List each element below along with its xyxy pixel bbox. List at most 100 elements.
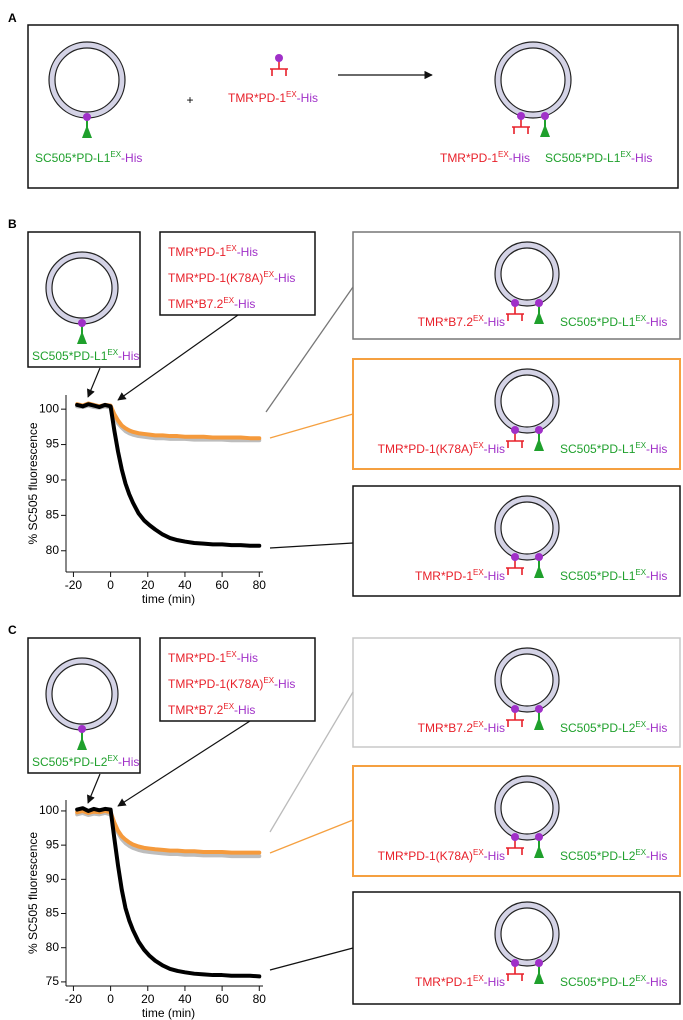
his-tag [517,112,525,120]
label-superscript: EX [473,314,484,323]
label-main: TMR*PD-1 [228,91,286,105]
label-superscript: EX [107,348,118,357]
ligand-shape [506,963,524,981]
label-tail: -His [631,151,652,165]
label-tail: -His [646,442,667,456]
panel-letter: A [8,11,17,25]
vesicle-lumen [500,907,554,961]
label-main: TMR*B7.2 [168,703,224,717]
construct-label: SC505*PD-L2EX-His [560,974,667,989]
y-tick-label: 75 [46,974,60,988]
label-superscript: EX [635,441,646,450]
arrow [117,720,251,807]
x-tick-label: 80 [253,578,267,592]
x-tick-label: 60 [215,578,229,592]
his-tag [511,299,519,307]
x-tick-label: 20 [141,992,155,1006]
label-tail: -His [237,651,258,665]
receptor-head [534,565,544,578]
his-tag [535,553,543,561]
label-main: SC505*PD-L2 [560,849,636,863]
receptor-head [77,331,87,344]
connector [269,691,354,833]
box [27,24,679,189]
construct-label: SC505*PD-L2EX-His [560,848,667,863]
label-main: TMR*PD-1 [168,651,226,665]
label-superscript: EX [223,296,234,305]
data-trace [75,806,262,979]
label-main: TMR*PD-1(K78A) [378,849,473,863]
label-superscript: EX [286,90,297,99]
his-tag [511,833,519,841]
ligand-shape [270,58,288,76]
x-tick-label: 0 [107,992,114,1006]
label-tail: -His [484,975,505,989]
label-superscript: EX [473,974,484,983]
label-main: SC505*PD-L2 [32,755,108,769]
label-tail: -His [118,755,139,769]
label-tail: -His [484,315,505,329]
y-tick-label: 95 [46,837,60,851]
ligand-shape [506,837,524,855]
receptor-head [540,124,550,137]
x-axis-title: time (min) [142,592,195,606]
connector [265,286,354,413]
construct-label: SC505*PD-L1EX-His [560,568,667,583]
label-main: TMR*PD-1 [415,975,473,989]
label-tail: -His [646,569,667,583]
box [27,637,141,774]
box [352,231,681,340]
ligand-shape [506,557,524,575]
label-tail: -His [237,245,258,259]
his-tag [275,54,283,62]
y-tick-label: 85 [46,906,60,920]
his-tag [535,959,543,967]
label-main: TMR*PD-1 [168,245,226,259]
vesicle-lumen [51,663,113,725]
label-tail: -His [274,271,295,285]
panel-letter: C [8,623,17,637]
label-superscript: EX [620,150,631,159]
y-tick-label: 80 [46,940,60,954]
vesicle-lumen [500,781,554,835]
data-trace [75,402,262,548]
label-superscript: EX [226,650,237,659]
label-tail: -His [118,349,139,363]
label-main: SC505*PD-L2 [560,721,636,735]
box [159,637,316,722]
box [27,231,141,368]
label-tail: -His [234,297,255,311]
label-tail: -His [484,569,505,583]
x-tick-label: 40 [178,578,192,592]
label-superscript: EX [498,150,509,159]
label-main: TMR*PD-1(K78A) [378,442,473,456]
y-tick-label: 100 [39,401,59,415]
his-tag [78,725,86,733]
vesicle-lumen [51,257,113,319]
x-tick-label: -20 [65,578,83,592]
label-superscript: EX [635,314,646,323]
label-main: SC505*PD-L1 [560,442,636,456]
his-tag [511,705,519,713]
y-tick-label: 90 [46,871,60,885]
label-superscript: EX [110,150,121,159]
y-tick-label: 90 [46,472,60,486]
construct-label: SC505*PD-L1EX-His [545,150,652,165]
x-tick-label: -20 [65,992,83,1006]
label-superscript: EX [473,720,484,729]
construct-label: TMR*B7.2EX-His [418,314,505,329]
label-superscript: EX [473,568,484,577]
his-tag [511,959,519,967]
box [352,485,681,597]
y-axis-title: % SC505 fluorescence [26,422,40,544]
x-tick-label: 40 [178,992,192,1006]
label-tail: -His [234,703,255,717]
his-tag [535,426,543,434]
construct-label: SC505*PD-L2EX-His [560,720,667,735]
receptor-head [82,125,92,138]
label-superscript: EX [226,244,237,253]
vesicle-lumen [500,653,554,707]
panel-letter: B [8,217,17,231]
